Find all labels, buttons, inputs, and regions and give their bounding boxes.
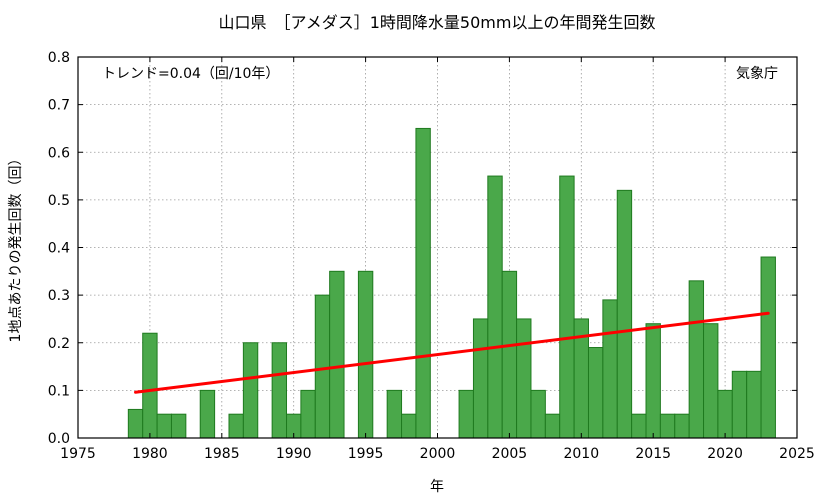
bar-1995 [357, 270, 374, 439]
y-tick-label: 0.0 [48, 431, 70, 447]
source-label: 気象庁 [736, 66, 778, 82]
bar-2009 [559, 175, 575, 439]
bar-2012 [602, 299, 618, 439]
bar-2006 [516, 318, 532, 439]
bar-2020 [717, 389, 733, 439]
bar-1979 [127, 408, 144, 439]
bar-2003 [472, 318, 489, 439]
bar-2021 [731, 370, 748, 439]
bar-1984 [199, 389, 216, 439]
bar-1987 [242, 342, 259, 439]
x-axis-label: 年 [430, 479, 444, 495]
y-tick-label: 0.7 [48, 98, 70, 114]
x-tick-label: 2000 [420, 446, 456, 462]
chart-title: 山口県 ［アメダス］1時間降水量50mm以上の年間発生回数 [219, 13, 656, 32]
y-tick-label: 0.3 [48, 288, 70, 304]
bar-2015 [645, 323, 661, 439]
bars [127, 127, 776, 439]
bar-2017 [674, 413, 690, 439]
x-tick-label: 2020 [707, 446, 743, 462]
bar-2018 [688, 280, 705, 439]
bar-1993 [329, 270, 345, 439]
axis-ticks: 1975 1980 1985 1990 1995 2000 2005 2010 2015 2020… [48, 50, 815, 462]
bar-2008 [544, 413, 561, 439]
bar-2016 [659, 413, 676, 439]
bar-1998 [401, 413, 417, 439]
x-tick-label: 2025 [779, 446, 815, 462]
bar-2007 [530, 389, 546, 439]
bar-1991 [300, 389, 316, 439]
bar-2005 [501, 270, 518, 439]
bar-2013 [616, 189, 633, 439]
bar-1986 [228, 413, 244, 439]
bar-1980 [142, 332, 158, 439]
y-tick-label: 0.1 [48, 383, 70, 399]
bar-1992 [314, 294, 331, 439]
y-axis-label: 1地点あたりの発生回数（回） [8, 152, 24, 343]
bar-2004 [487, 175, 503, 439]
x-tick-label: 1980 [132, 446, 168, 462]
bar-2019 [703, 323, 719, 439]
bar-1982 [170, 413, 187, 439]
x-tick-label: 1985 [204, 446, 240, 462]
bar-2002 [458, 389, 474, 439]
x-tick-label: 2005 [492, 446, 528, 462]
x-tick-label: 1975 [60, 446, 96, 462]
bar-2023 [760, 256, 776, 439]
trend-line [134, 311, 770, 394]
bar-1999 [415, 127, 431, 439]
bar-1997 [386, 389, 403, 439]
bar-2014 [631, 413, 647, 439]
trend-annotation: トレンド=0.04（回/10年） [102, 66, 279, 82]
trend-line-group [134, 311, 770, 394]
x-tick-label: 1995 [348, 446, 384, 462]
y-tick-label: 0.5 [48, 193, 70, 209]
y-tick-label: 0.4 [48, 241, 70, 257]
bar-2011 [587, 347, 604, 439]
bar-1981 [156, 413, 172, 439]
y-tick-label: 0.2 [48, 336, 70, 352]
x-tick-label: 2010 [563, 446, 599, 462]
bar-2022 [746, 370, 762, 439]
x-tick-label: 2015 [635, 446, 671, 462]
y-tick-label: 0.8 [48, 50, 70, 66]
bar-1989 [271, 342, 288, 439]
x-tick-label: 1990 [276, 446, 312, 462]
y-tick-label: 0.6 [48, 145, 70, 161]
